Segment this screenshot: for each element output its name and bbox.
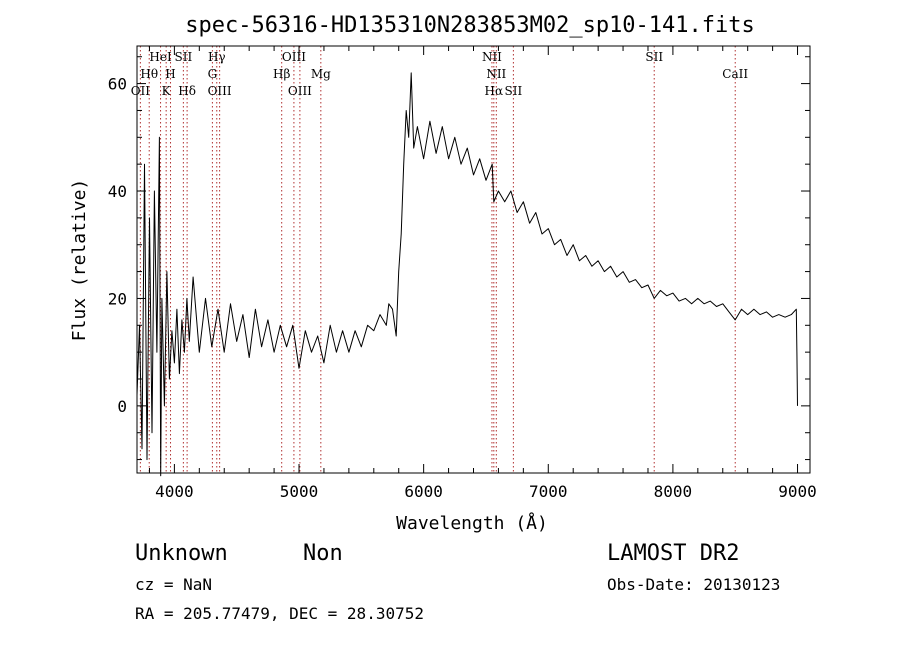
chart-title: spec-56316-HD135310N283853M02_sp10-141.f… — [185, 13, 755, 38]
spectral-line-label: CaII — [722, 67, 748, 81]
y-axis-label: Flux (relative) — [69, 179, 90, 342]
spectral-line-label: Mg — [311, 67, 331, 81]
obs-date-label: Obs-Date: 20130123 — [607, 575, 780, 594]
spectral-line-label: Hγ — [208, 50, 226, 64]
spectral-line-label: SII — [645, 50, 663, 64]
x-tick-label: 5000 — [280, 482, 319, 501]
footer-info: Unknown Non cz = NaN RA = 205.77479, DEC… — [135, 541, 780, 623]
spectral-line-label: NII — [486, 67, 506, 81]
spectral-line-label: Hα — [485, 84, 504, 98]
x-tick-label: 7000 — [529, 482, 568, 501]
subclass-label: Non — [303, 541, 343, 566]
spectral-line-markers: OIIHθHeIKHSIIHδHγGOIIIHβOIIIOIIIMgNIINII… — [131, 46, 748, 473]
survey-label: LAMOST DR2 — [607, 541, 739, 566]
x-tick-label: 6000 — [404, 482, 443, 501]
spectral-line-label: OIII — [288, 84, 312, 98]
spectral-line-label: Hβ — [273, 67, 290, 81]
x-axis-label: Wavelength (Å) — [396, 512, 548, 534]
spectral-line-label: SII — [175, 50, 193, 64]
spectral-line-label: OIII — [282, 50, 306, 64]
y-tick-label: 40 — [108, 182, 127, 201]
spectral-line-label: OII — [131, 84, 151, 98]
x-tick-label: 9000 — [778, 482, 817, 501]
coordinates-label: RA = 205.77479, DEC = 28.30752 — [135, 604, 424, 623]
spectral-line-label: K — [162, 84, 172, 98]
spectrum-line — [136, 72, 798, 477]
spectral-line-label: OIII — [208, 84, 232, 98]
y-tick-label: 20 — [108, 289, 127, 308]
spectral-line-label: SII — [505, 84, 523, 98]
classification-label: Unknown — [135, 541, 228, 566]
plot-frame — [136, 45, 811, 474]
spectral-line-label: HeI — [149, 50, 172, 64]
x-tick-label: 4000 — [155, 482, 194, 501]
spectral-line-label: H — [165, 67, 175, 81]
spectral-line-label: Hθ — [140, 67, 158, 81]
spectral-line-label: G — [208, 67, 218, 81]
y-tick-label: 0 — [117, 397, 127, 416]
axes: 4000 5000 6000 7000 8000 9000 0 20 40 60 — [108, 46, 817, 501]
redshift-label: cz = NaN — [135, 575, 212, 594]
spectrum-series — [136, 72, 798, 477]
y-tick-label: 60 — [108, 75, 127, 94]
x-tick-label: 8000 — [654, 482, 693, 501]
spectral-line-label: Hδ — [178, 84, 196, 98]
spectral-line-label: NII — [482, 50, 502, 64]
